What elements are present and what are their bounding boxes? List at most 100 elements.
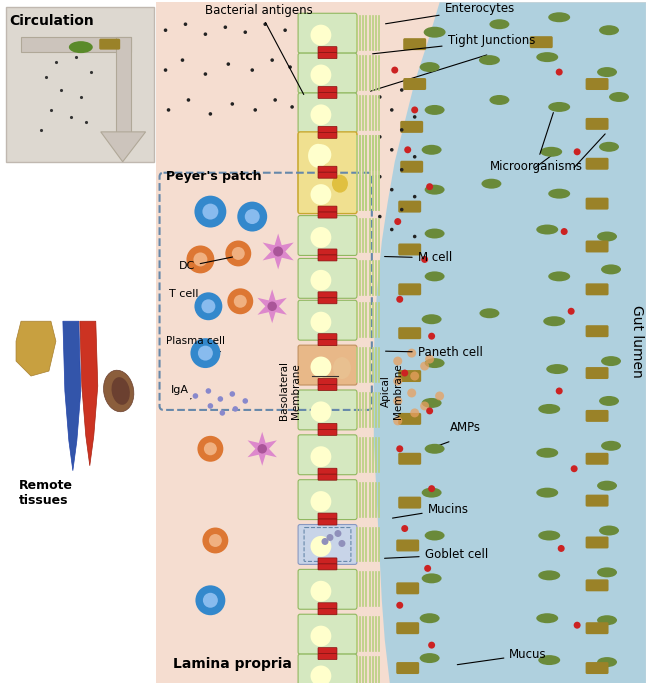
Circle shape bbox=[574, 622, 580, 628]
Circle shape bbox=[195, 585, 225, 615]
FancyBboxPatch shape bbox=[586, 283, 609, 295]
FancyBboxPatch shape bbox=[399, 370, 421, 382]
Ellipse shape bbox=[420, 62, 439, 72]
Circle shape bbox=[378, 135, 382, 139]
Text: Microorganisms: Microorganisms bbox=[489, 113, 582, 173]
Text: Circulation: Circulation bbox=[9, 14, 94, 28]
Circle shape bbox=[184, 23, 187, 26]
FancyBboxPatch shape bbox=[400, 121, 423, 133]
Circle shape bbox=[428, 485, 435, 492]
Ellipse shape bbox=[609, 92, 629, 102]
FancyBboxPatch shape bbox=[298, 614, 357, 654]
Circle shape bbox=[195, 195, 226, 227]
Polygon shape bbox=[263, 234, 294, 269]
Circle shape bbox=[390, 227, 393, 232]
Ellipse shape bbox=[424, 229, 444, 238]
Circle shape bbox=[254, 108, 257, 112]
Ellipse shape bbox=[311, 491, 331, 512]
Ellipse shape bbox=[311, 357, 331, 378]
Text: Paneth cell: Paneth cell bbox=[386, 346, 483, 359]
FancyBboxPatch shape bbox=[396, 540, 419, 551]
FancyBboxPatch shape bbox=[298, 435, 357, 475]
FancyBboxPatch shape bbox=[298, 301, 357, 340]
FancyBboxPatch shape bbox=[399, 453, 421, 464]
Circle shape bbox=[190, 338, 221, 368]
FancyBboxPatch shape bbox=[298, 53, 357, 93]
FancyBboxPatch shape bbox=[318, 249, 337, 255]
FancyBboxPatch shape bbox=[318, 519, 337, 525]
Ellipse shape bbox=[599, 396, 619, 406]
Ellipse shape bbox=[111, 377, 130, 405]
Ellipse shape bbox=[536, 448, 558, 458]
Circle shape bbox=[203, 593, 218, 608]
Ellipse shape bbox=[311, 104, 331, 125]
Polygon shape bbox=[21, 37, 131, 52]
FancyBboxPatch shape bbox=[318, 385, 337, 391]
FancyBboxPatch shape bbox=[396, 583, 419, 594]
Ellipse shape bbox=[489, 95, 509, 105]
Circle shape bbox=[230, 102, 234, 106]
Circle shape bbox=[206, 388, 211, 394]
Circle shape bbox=[230, 391, 235, 397]
Ellipse shape bbox=[311, 446, 331, 467]
Circle shape bbox=[327, 534, 333, 541]
FancyBboxPatch shape bbox=[318, 87, 337, 92]
FancyBboxPatch shape bbox=[399, 497, 421, 509]
Circle shape bbox=[338, 540, 345, 547]
Circle shape bbox=[164, 29, 168, 32]
Circle shape bbox=[400, 128, 404, 132]
Circle shape bbox=[209, 534, 222, 547]
FancyBboxPatch shape bbox=[298, 525, 357, 564]
Circle shape bbox=[204, 72, 207, 76]
FancyBboxPatch shape bbox=[318, 609, 337, 615]
Circle shape bbox=[187, 98, 190, 102]
Circle shape bbox=[208, 403, 213, 408]
FancyBboxPatch shape bbox=[318, 53, 337, 59]
FancyBboxPatch shape bbox=[318, 603, 337, 609]
Circle shape bbox=[420, 361, 429, 371]
Polygon shape bbox=[374, 2, 646, 683]
FancyBboxPatch shape bbox=[403, 78, 426, 90]
Circle shape bbox=[243, 398, 248, 404]
Ellipse shape bbox=[311, 227, 331, 248]
FancyBboxPatch shape bbox=[399, 243, 421, 255]
Ellipse shape bbox=[311, 270, 331, 291]
FancyBboxPatch shape bbox=[586, 494, 609, 507]
Ellipse shape bbox=[538, 570, 560, 581]
Ellipse shape bbox=[597, 568, 617, 577]
Ellipse shape bbox=[536, 225, 558, 234]
FancyBboxPatch shape bbox=[6, 8, 153, 162]
Circle shape bbox=[401, 525, 408, 532]
Circle shape bbox=[407, 389, 416, 398]
FancyBboxPatch shape bbox=[586, 622, 609, 634]
Circle shape bbox=[390, 148, 393, 152]
FancyBboxPatch shape bbox=[318, 172, 337, 178]
Circle shape bbox=[556, 387, 563, 395]
Ellipse shape bbox=[311, 581, 331, 602]
Text: T cell: T cell bbox=[168, 290, 198, 299]
Ellipse shape bbox=[311, 64, 331, 85]
Polygon shape bbox=[116, 37, 131, 142]
Ellipse shape bbox=[548, 189, 570, 199]
Circle shape bbox=[413, 195, 417, 199]
Circle shape bbox=[226, 62, 230, 66]
Ellipse shape bbox=[479, 308, 499, 318]
Circle shape bbox=[424, 565, 431, 572]
Circle shape bbox=[208, 112, 212, 115]
Polygon shape bbox=[1, 2, 155, 683]
Circle shape bbox=[401, 370, 408, 376]
FancyBboxPatch shape bbox=[318, 298, 337, 304]
Ellipse shape bbox=[311, 536, 331, 557]
FancyBboxPatch shape bbox=[298, 390, 357, 430]
Ellipse shape bbox=[422, 398, 442, 408]
FancyBboxPatch shape bbox=[318, 212, 337, 218]
Circle shape bbox=[270, 58, 274, 62]
Circle shape bbox=[273, 247, 283, 257]
FancyBboxPatch shape bbox=[298, 13, 357, 53]
Text: Remote
tissues: Remote tissues bbox=[19, 479, 73, 507]
FancyBboxPatch shape bbox=[318, 474, 337, 480]
FancyBboxPatch shape bbox=[318, 423, 337, 430]
Ellipse shape bbox=[104, 370, 134, 412]
Circle shape bbox=[274, 98, 277, 102]
FancyBboxPatch shape bbox=[99, 39, 120, 50]
